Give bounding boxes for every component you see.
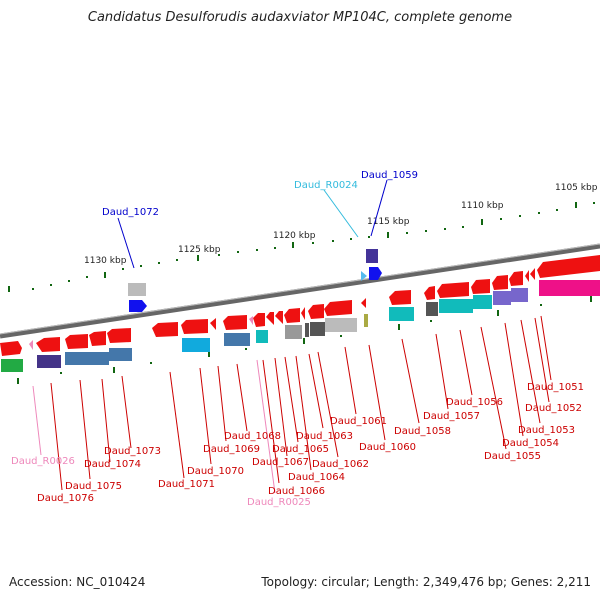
gene-label-daud-r0026: Daud_R0026 — [11, 456, 75, 467]
gene-label-daud-1059: Daud_1059 — [361, 170, 418, 181]
scale-label-1115: 1115 kbp — [367, 217, 410, 227]
upper-leaders — [117, 179, 388, 269]
scale-label-1125: 1125 kbp — [178, 245, 221, 255]
gene-label-daud-1074: Daud_1074 — [84, 459, 141, 470]
lower-gene-labels: Daud_R0026 Daud_1076 Daud_1075 Daud_1074… — [11, 382, 584, 508]
lower-leaders — [32, 315, 552, 494]
gene-label-daud-r0024: Daud_R0024 — [294, 180, 358, 191]
scale-label-1120: 1120 kbp — [273, 231, 316, 241]
scale-label-1105: 1105 kbp — [555, 183, 598, 193]
gene-1072-box — [128, 283, 146, 296]
gene-label-daud-1058: Daud_1058 — [394, 426, 451, 437]
gene-label-daud-1054: Daud_1054 — [502, 438, 559, 449]
gene-label-daud-1061: Daud_1061 — [330, 416, 387, 427]
gene-label-daud-1068: Daud_1068 — [224, 431, 281, 442]
gene-label-daud-1060: Daud_1060 — [359, 442, 416, 453]
gene-label-daud-1076: Daud_1076 — [37, 493, 94, 504]
gene-label-daud-1073: Daud_1073 — [104, 446, 161, 457]
gene-label-daud-1056: Daud_1056 — [446, 397, 503, 408]
gene-label-daud-1051: Daud_1051 — [527, 382, 584, 393]
gene-label-daud-1069: Daud_1069 — [203, 444, 260, 455]
gene-label-daud-1064: Daud_1064 — [288, 472, 345, 483]
accession-text: Accession: NC_010424 — [9, 575, 146, 589]
scale-ticks — [8, 202, 595, 384]
scale-labels: 1130 kbp 1125 kbp 1120 kbp 1115 kbp 1110… — [84, 183, 598, 266]
gene-label-daud-1055: Daud_1055 — [484, 451, 541, 462]
gene-1059-arrow — [369, 267, 382, 280]
gene-label-daud-1057: Daud_1057 — [423, 411, 480, 422]
scale-label-1130: 1130 kbp — [84, 256, 127, 266]
gene-label-daud-1072: Daud_1072 — [102, 207, 159, 218]
gene-label-daud-1067: Daud_1067 — [252, 457, 309, 468]
gene-label-daud-1066: Daud_1066 — [268, 486, 325, 497]
gene-R0024-arrow — [361, 271, 367, 281]
gene-label-daud-1065: Daud_1065 — [272, 444, 329, 455]
gene-1059-box — [366, 249, 378, 263]
gene-label-daud-1052: Daud_1052 — [525, 403, 582, 414]
gene-label-daud-r0025: Daud_R0025 — [247, 497, 311, 508]
forward-features — [128, 249, 382, 312]
gene-label-daud-1062: Daud_1062 — [312, 459, 369, 470]
reverse-features — [0, 255, 600, 372]
map-title: Candidatus Desulforudis audaxviator MP10… — [87, 10, 513, 25]
gene-1072-arrow — [129, 300, 147, 312]
gene-label-daud-1053: Daud_1053 — [518, 425, 575, 436]
topology-text: Topology: circular; Length: 2,349,476 bp… — [261, 575, 591, 589]
gene-label-daud-1070: Daud_1070 — [187, 466, 244, 477]
gene-label-daud-1075: Daud_1075 — [65, 481, 122, 492]
genome-backbone — [0, 243, 600, 339]
upper-gene-labels: Daud_R0024 Daud_1059 Daud_1072 — [102, 170, 418, 218]
gene-label-daud-1063: Daud_1063 — [296, 431, 353, 442]
gene-label-daud-1071: Daud_1071 — [158, 479, 215, 490]
scale-label-1110: 1110 kbp — [461, 201, 504, 211]
